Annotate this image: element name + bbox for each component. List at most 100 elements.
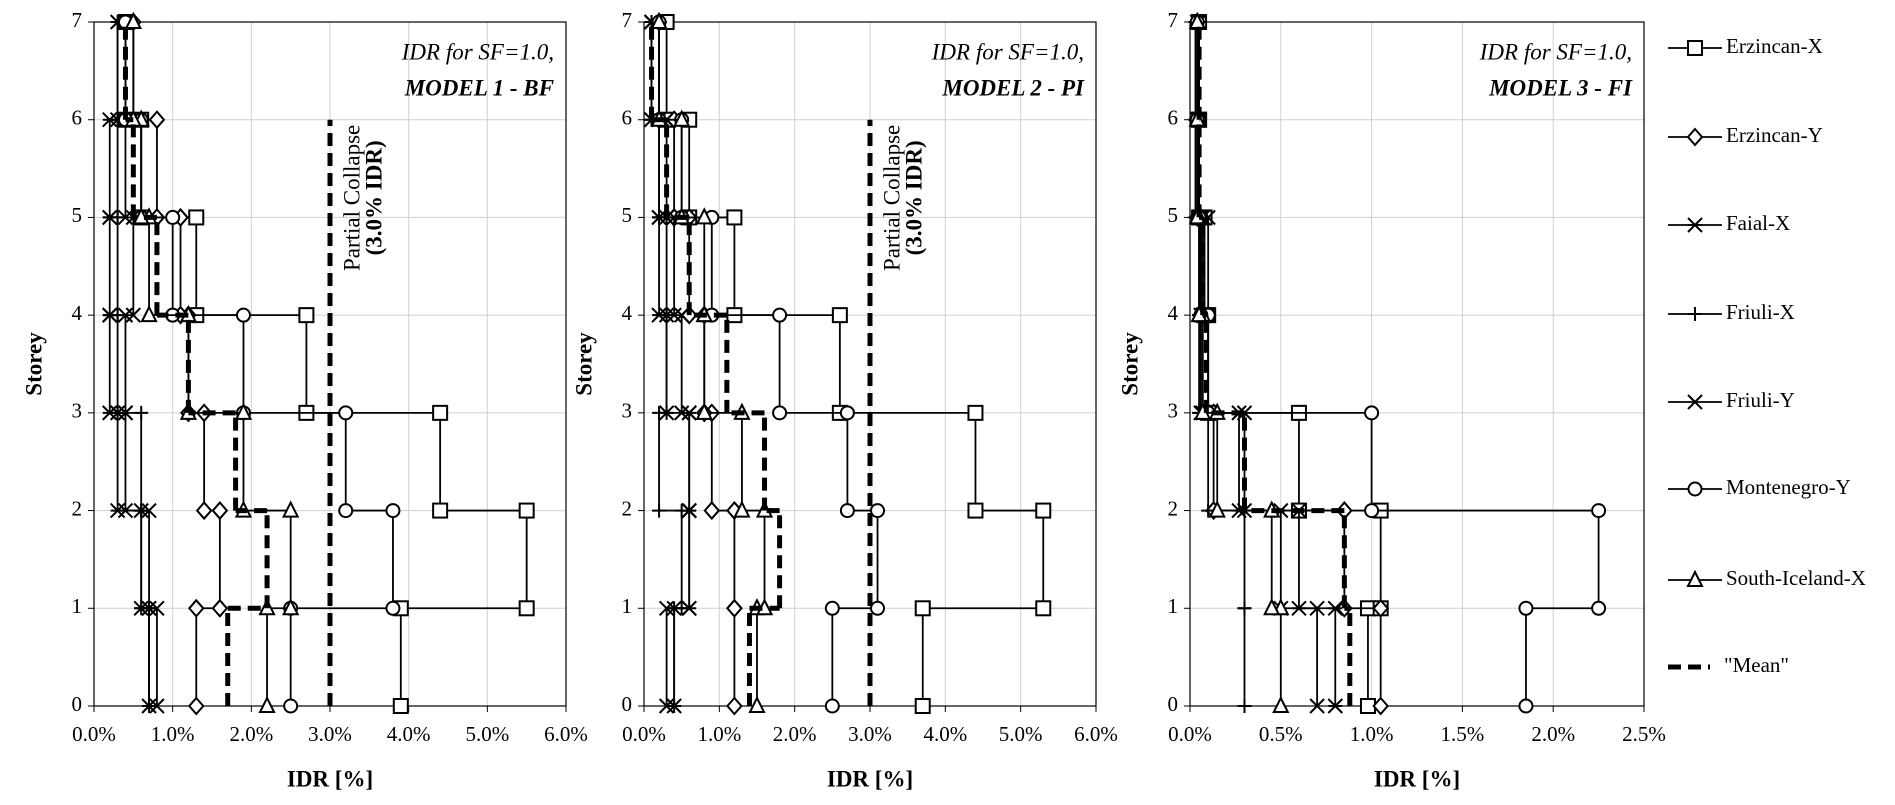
marker — [650, 11, 668, 29]
marker — [211, 598, 229, 618]
legend-label: "Mean" — [1724, 653, 1789, 677]
marker — [733, 500, 751, 518]
marker — [870, 600, 886, 616]
collapse-label: Partial Collapse — [879, 125, 904, 271]
marker — [258, 695, 276, 713]
marker — [109, 502, 126, 519]
y-tick-label: 0 — [1168, 692, 1179, 716]
marker — [673, 307, 690, 323]
marker — [1687, 481, 1703, 497]
x-tick-label: 0.0% — [72, 722, 116, 746]
x-tick-label: 0.0% — [1168, 722, 1212, 746]
x-tick-label: 0.0% — [622, 722, 666, 746]
marker — [870, 503, 886, 519]
x-tick-label: 5.0% — [999, 722, 1043, 746]
marker — [652, 210, 667, 225]
x-axis-label: IDR [%] — [1374, 766, 1460, 791]
marker — [1309, 600, 1325, 616]
legend-label: Erzincan-Y — [1726, 123, 1823, 147]
marker — [1518, 600, 1534, 616]
marker — [703, 501, 721, 521]
marker — [117, 502, 134, 519]
marker — [134, 405, 149, 420]
marker — [1688, 307, 1702, 321]
marker — [658, 600, 675, 616]
y-tick-label: 5 — [72, 203, 83, 227]
legend-label: Montenegro-Y — [1726, 475, 1851, 499]
x-tick-label: 0.5% — [1259, 722, 1303, 746]
marker — [282, 598, 300, 616]
marker — [195, 501, 213, 521]
marker — [666, 307, 682, 323]
marker — [914, 600, 931, 617]
marker — [1263, 598, 1281, 616]
y-tick-label: 7 — [72, 8, 83, 32]
x-tick-label: 4.0% — [923, 722, 967, 746]
x-tick-label: 1.0% — [1350, 722, 1394, 746]
marker — [681, 502, 697, 519]
legend-label: Erzincan-X — [1726, 34, 1823, 58]
y-tick-label: 5 — [1168, 203, 1179, 227]
marker — [726, 598, 743, 618]
marker — [839, 405, 855, 421]
marker — [1364, 503, 1380, 519]
marker — [681, 405, 697, 421]
legend-label: South-Iceland-X — [1726, 566, 1866, 590]
marker — [124, 11, 142, 29]
x-tick-label: 1.0% — [697, 722, 741, 746]
annotation: MODEL 1 - BF — [404, 75, 554, 100]
marker — [338, 405, 354, 421]
marker — [967, 502, 984, 519]
marker — [652, 503, 667, 518]
x-tick-label: 2.0% — [229, 722, 273, 746]
marker — [1687, 40, 1703, 56]
marker — [1327, 698, 1343, 714]
x-tick-label: 2.0% — [1531, 722, 1575, 746]
marker — [392, 698, 409, 714]
annotation: MODEL 2 - PI — [941, 75, 1085, 100]
marker — [110, 405, 125, 420]
marker — [140, 304, 158, 323]
y-tick-label: 1 — [1168, 594, 1179, 618]
marker — [748, 695, 766, 713]
marker — [338, 503, 354, 519]
y-tick-label: 2 — [72, 496, 83, 520]
marker — [1035, 600, 1052, 617]
marker — [141, 502, 157, 519]
plot-frame — [1189, 21, 1645, 707]
marker — [1686, 569, 1704, 587]
marker — [824, 600, 840, 616]
marker — [1687, 394, 1703, 410]
marker — [673, 405, 690, 421]
annotation: IDR for SF=1.0, — [1479, 39, 1632, 64]
marker — [824, 698, 840, 714]
marker — [1686, 127, 1704, 147]
marker — [1327, 600, 1343, 616]
marker — [659, 405, 674, 420]
marker — [1309, 698, 1325, 714]
marker — [117, 209, 134, 226]
marker — [187, 696, 205, 716]
legend-label: Friuli-Y — [1726, 388, 1795, 412]
marker — [1372, 696, 1390, 716]
marker — [772, 307, 788, 323]
y-tick-label: 7 — [1168, 8, 1179, 32]
y-axis-label: Storey — [571, 332, 596, 396]
marker — [1237, 601, 1252, 616]
marker — [117, 307, 134, 323]
y-tick-label: 4 — [1168, 301, 1179, 325]
y-tick-label: 1 — [622, 594, 633, 618]
marker — [432, 502, 449, 519]
y-tick-label: 2 — [622, 496, 633, 520]
y-axis-label: Storey — [21, 332, 46, 396]
marker — [831, 307, 848, 324]
marker — [125, 307, 142, 323]
marker — [673, 109, 691, 127]
marker — [695, 402, 713, 420]
collapse-label: (3.0% IDR) — [901, 140, 926, 255]
x-tick-label: 2.5% — [1622, 722, 1666, 746]
y-tick-label: 0 — [622, 692, 633, 716]
marker — [658, 698, 675, 714]
